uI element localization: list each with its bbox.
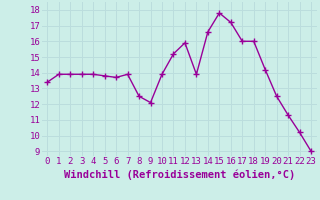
X-axis label: Windchill (Refroidissement éolien,°C): Windchill (Refroidissement éolien,°C) [64,169,295,180]
